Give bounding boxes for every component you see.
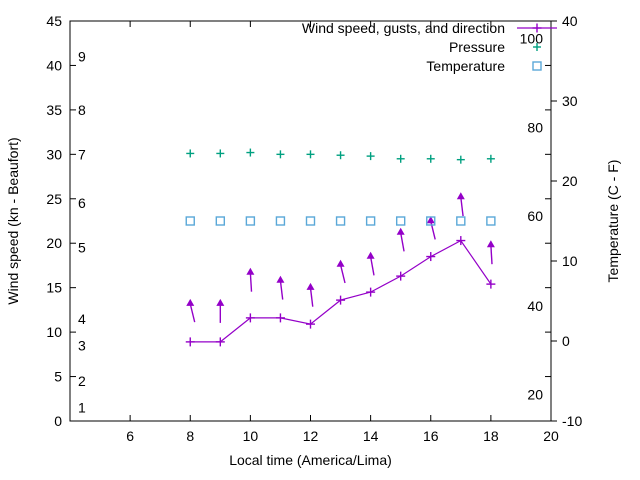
y-tick-label-30: 30 — [46, 146, 62, 162]
x-tick-label-10: 10 — [243, 428, 259, 444]
fahrenheit-label-80: 80 — [527, 119, 543, 135]
temperature-point — [395, 216, 406, 226]
beaufort-label-9: 9 — [78, 49, 86, 65]
beaufort-label-3: 3 — [78, 337, 86, 353]
wind-speed-line — [190, 239, 492, 343]
y2-tick-label-10: 10 — [562, 253, 578, 269]
x-tick-label-16: 16 — [423, 428, 439, 444]
wind-direction-arrow — [486, 240, 495, 265]
fahrenheit-label-100: 100 — [520, 31, 544, 47]
y-tick-label-25: 25 — [46, 191, 62, 207]
beaufort-label-7: 7 — [78, 146, 86, 162]
temperature-point — [185, 216, 195, 226]
y2-tick-label--10: -10 — [562, 413, 582, 429]
wind-direction-arrow — [456, 192, 465, 217]
temperature-point — [275, 216, 286, 226]
temperature-point — [305, 216, 316, 226]
y2-tick-label-40: 40 — [562, 13, 578, 29]
plot-border — [69, 20, 552, 422]
y2-tick-label-30: 30 — [562, 93, 578, 109]
y-tick-label-40: 40 — [46, 57, 62, 73]
wind-direction-arrow — [216, 298, 225, 323]
x-tick-label-20: 20 — [543, 428, 559, 444]
fahrenheit-label-60: 60 — [527, 208, 543, 224]
beaufort-label-5: 5 — [78, 240, 86, 256]
wind-direction-arrow — [366, 251, 375, 276]
wind-direction-arrow — [276, 275, 285, 300]
wind-direction-arrow — [396, 227, 405, 252]
beaufort-label-1: 1 — [78, 400, 86, 416]
beaufort-label-4: 4 — [78, 311, 86, 327]
beaufort-label-8: 8 — [78, 102, 86, 118]
y-tick-label-0: 0 — [54, 413, 62, 429]
legend-label-temperature[interactable]: Temperature — [426, 58, 505, 74]
wind-direction-arrow — [246, 267, 255, 292]
wind-direction-arrow — [186, 298, 196, 323]
temperature-point — [456, 216, 466, 226]
x-tick-label-14: 14 — [363, 428, 379, 444]
fahrenheit-label-40: 40 — [527, 298, 543, 314]
temperature-point — [486, 216, 496, 226]
temperature-point — [215, 216, 226, 226]
wind-direction-arrow — [426, 216, 436, 240]
wind-direction-arrow — [306, 282, 315, 307]
wind-direction-arrow — [336, 259, 346, 284]
x-tick-label-12: 12 — [303, 428, 319, 444]
x-tick-label-18: 18 — [483, 428, 499, 444]
y-tick-label-5: 5 — [54, 369, 62, 385]
y2-tick-label-0: 0 — [562, 333, 570, 349]
x-axis-title: Local time (America/Lima) — [229, 452, 392, 468]
beaufort-label-2: 2 — [78, 373, 86, 389]
temperature-point — [245, 216, 256, 226]
x-tick-label-8: 8 — [186, 428, 194, 444]
y2-tick-label-20: 20 — [562, 173, 578, 189]
y-tick-label-10: 10 — [46, 324, 62, 340]
legend-swatch-temperature — [532, 61, 542, 71]
legend-label-wind[interactable]: Wind speed, gusts, and direction — [302, 20, 505, 36]
temperature-point — [365, 216, 376, 226]
temperature-point — [426, 216, 436, 226]
x-tick-label-6: 6 — [126, 428, 134, 444]
y-tick-label-20: 20 — [46, 235, 62, 251]
y-tick-label-45: 45 — [46, 13, 62, 29]
y-tick-label-15: 15 — [46, 280, 62, 296]
legend-label-pressure[interactable]: Pressure — [449, 39, 505, 55]
y-axis-title: Wind speed (kn - Beaufort) — [5, 137, 21, 304]
fahrenheit-label-20: 20 — [527, 387, 543, 403]
temperature-point — [335, 216, 346, 226]
y-tick-label-35: 35 — [46, 102, 62, 118]
beaufort-label-6: 6 — [78, 195, 86, 211]
y2-axis-title: Temperature (C - F) — [605, 160, 621, 283]
